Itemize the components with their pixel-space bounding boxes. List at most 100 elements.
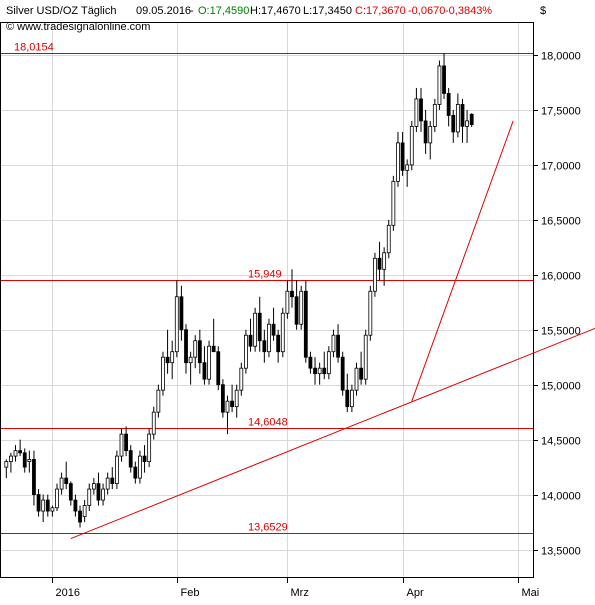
y-tick-label: 15,5000	[541, 326, 581, 338]
candle	[64, 461, 69, 490]
candle	[377, 241, 382, 281]
candle	[96, 472, 101, 506]
candle-body-up	[59, 477, 64, 490]
candle	[27, 450, 32, 473]
candle-body-up	[373, 257, 377, 292]
candle	[460, 98, 465, 143]
candle-body-up	[239, 367, 244, 391]
candle-body-up	[9, 455, 13, 463]
candle-body-down	[262, 340, 267, 353]
candle-body-down	[308, 356, 313, 369]
candle	[165, 329, 170, 374]
horizontal-level-label: 14,6048	[248, 417, 288, 429]
candle	[336, 324, 340, 363]
candle-body-up	[386, 224, 391, 254]
candle	[400, 131, 405, 176]
watermark: © www.tradesignalonline.com	[6, 21, 150, 33]
candle-body-up	[82, 505, 87, 517]
candle	[280, 307, 285, 358]
candle-body-up	[138, 455, 142, 479]
candle	[119, 428, 124, 462]
candle-body-down	[340, 356, 345, 391]
candle	[50, 505, 55, 517]
candle	[36, 489, 41, 517]
header-low: L:17,3450	[303, 5, 352, 17]
candle-body-up	[147, 433, 152, 463]
y-tick-label: 15,0000	[541, 381, 581, 393]
candle	[124, 426, 129, 457]
candle-body-up	[428, 126, 433, 144]
header-date: 09.05.2016	[136, 5, 191, 17]
candle	[202, 346, 207, 385]
candle-body-up	[161, 356, 165, 391]
candle	[138, 450, 142, 484]
candle-body-down	[359, 367, 364, 380]
candle-body-up	[455, 104, 460, 133]
candle	[161, 351, 165, 396]
candle	[18, 439, 23, 457]
candle	[409, 120, 414, 171]
candle-body-down	[248, 334, 253, 347]
candle-body-down	[290, 290, 294, 298]
header-open: O:17,4590	[198, 5, 249, 17]
candle	[451, 109, 456, 143]
y-tick-label: 18,0000	[541, 51, 581, 63]
candle	[73, 494, 78, 517]
candle	[197, 329, 202, 374]
candle	[322, 351, 327, 380]
chart-header: Silver USD/OZ Täglich 09.05.2016 - O:17,…	[6, 5, 546, 33]
candle	[179, 285, 184, 341]
candle-body-down	[78, 510, 82, 523]
candle-body-down	[377, 257, 382, 270]
candle	[142, 445, 147, 473]
candle	[419, 87, 423, 132]
candle-body-up	[170, 351, 175, 364]
candle	[349, 384, 354, 413]
candle	[45, 494, 50, 517]
candle-body-up	[151, 411, 156, 435]
candle	[234, 384, 239, 418]
candle	[151, 406, 156, 440]
candle-body-down	[128, 450, 133, 468]
candle-body-up	[409, 126, 414, 166]
candle	[156, 384, 161, 418]
plot-area	[0, 22, 534, 578]
candle	[262, 329, 267, 363]
candle-body-down	[64, 477, 69, 484]
candle	[147, 428, 152, 468]
candle	[373, 252, 377, 297]
candle	[428, 120, 433, 160]
candle	[303, 280, 308, 363]
candle-body-down	[197, 340, 202, 364]
candle	[405, 159, 410, 187]
candle-body-up	[50, 507, 55, 512]
candle	[308, 351, 313, 374]
trend-line	[411, 120, 514, 402]
candle-body-down	[68, 483, 73, 501]
candle-body-up	[317, 367, 322, 375]
candle	[442, 53, 446, 99]
candle	[87, 483, 92, 512]
candle-body-up	[244, 334, 248, 369]
x-tick-label: Feb	[181, 587, 200, 599]
horizontal-level-label: 15,949	[248, 269, 282, 281]
candle	[78, 505, 82, 528]
candle-body-up	[101, 488, 105, 501]
candle-body-down	[202, 362, 207, 380]
candle-body-up	[299, 290, 304, 325]
candle	[110, 467, 115, 490]
candle	[4, 459, 9, 479]
header-high: H:17,4670	[250, 5, 301, 17]
candle	[32, 450, 36, 506]
candle	[396, 131, 400, 187]
candle-body-up	[234, 389, 239, 408]
candle-body-down	[400, 142, 405, 171]
candle-body-up	[267, 323, 271, 353]
candle-body-down	[271, 323, 276, 336]
candle	[432, 98, 437, 132]
candle-body-up	[4, 461, 9, 468]
candle-body-up	[465, 120, 469, 127]
candle-body-up	[174, 296, 179, 353]
candle	[225, 395, 230, 435]
